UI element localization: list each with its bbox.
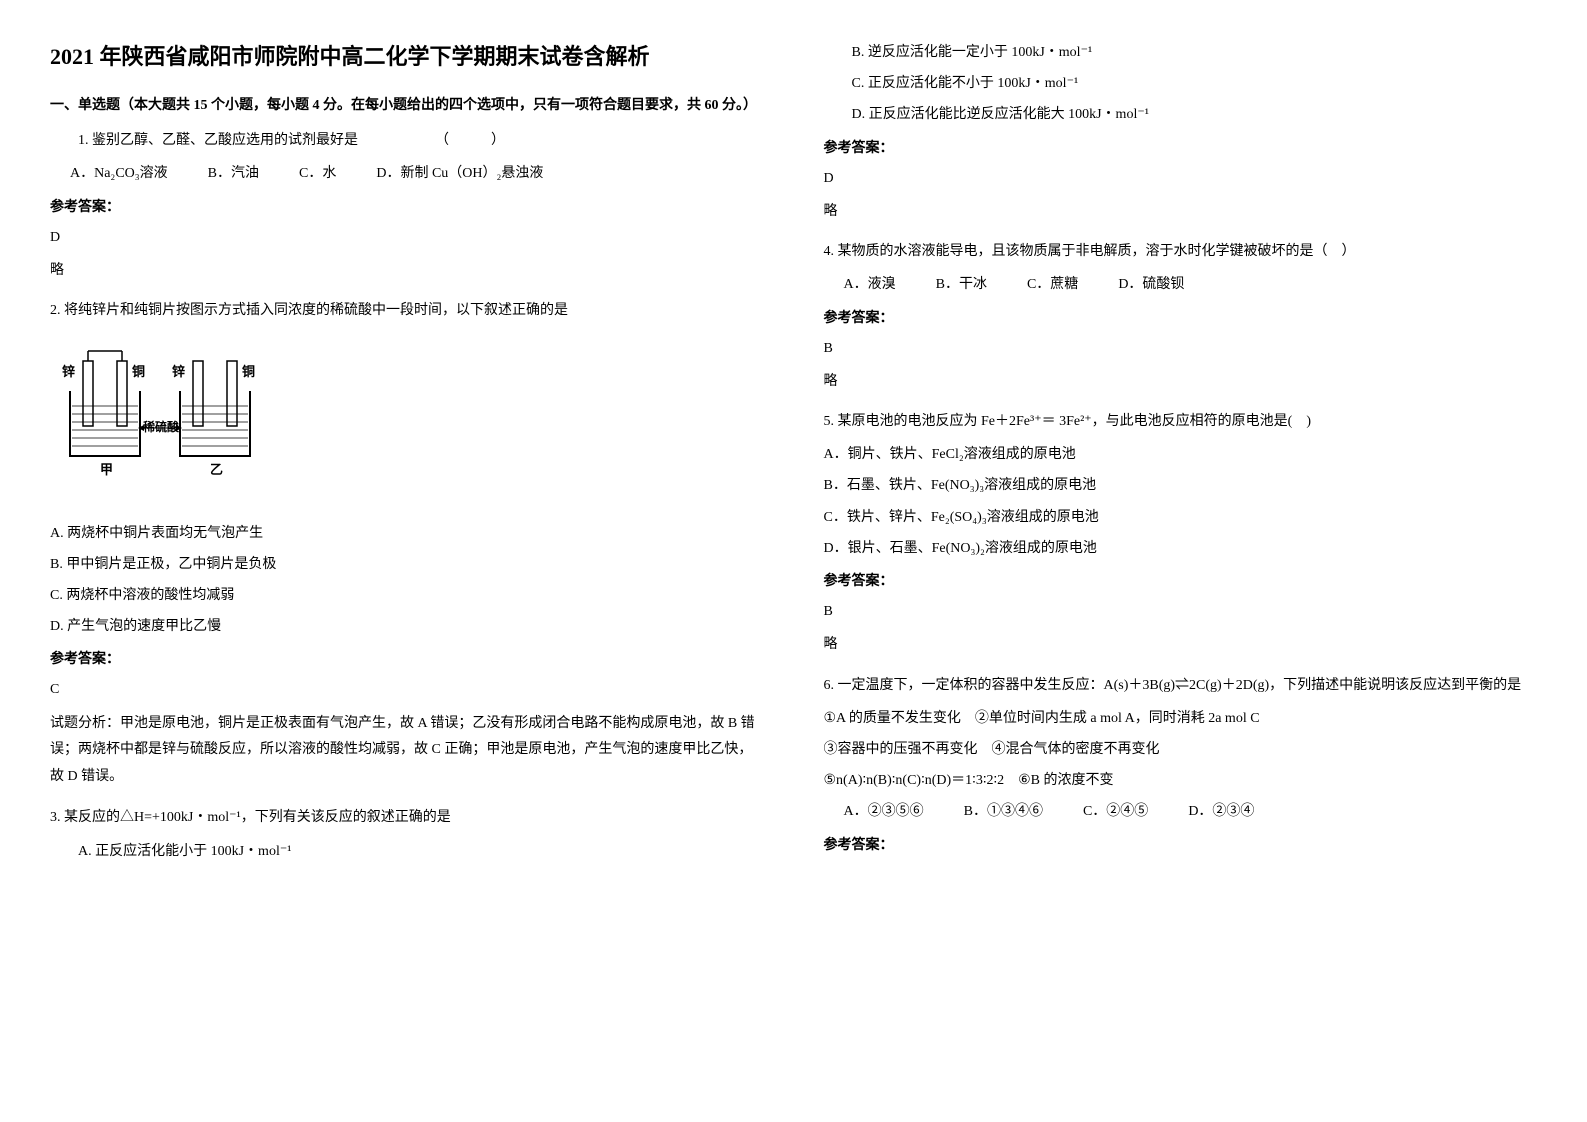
answer-label: 参考答案： (824, 569, 1538, 594)
section-header: 一、单选题（本大题共 15 个小题，每小题 4 分。在每小题给出的四个选项中，只… (50, 93, 764, 118)
question-1: 1. 鉴别乙醇、乙醛、乙酸应选用的试剂最好是 （ ） A．Na₂CO₃溶液 B．… (50, 128, 764, 283)
question-6: 6. 一定温度下，一定体积的容器中发生反应：A(s)＋3B(g)⇌2C(g)＋2… (824, 673, 1538, 858)
options: A．Na₂CO₃溶液 B．汽油 C．水 D．新制 Cu（OH）₂悬浊液 (70, 161, 764, 186)
answer-label: 参考答案： (824, 833, 1538, 858)
option-c: C．②④⑤ (1083, 799, 1148, 824)
option-a: A．铜片、铁片、FeCl₂溶液组成的原电池 (824, 442, 1538, 467)
question-text: 1. 鉴别乙醇、乙醛、乙酸应选用的试剂最好是 （ ） (50, 128, 764, 153)
condition-line-2: ③容器中的压强不再变化 ④混合气体的密度不再变化 (824, 737, 1538, 762)
answer-brief: 略 (824, 632, 1538, 657)
option-c: C．水 (299, 161, 336, 186)
options: A．②③⑤⑥ B．①③④⑥ C．②④⑤ D．②③④ (844, 799, 1538, 824)
answer-label: 参考答案： (824, 306, 1538, 331)
option-a: A. 两烧杯中铜片表面均无气泡产生 (50, 521, 764, 546)
answer-brief: 略 (50, 258, 764, 283)
option-b: B．石墨、铁片、Fe(NO₃)₃溶液组成的原电池 (824, 473, 1538, 498)
label-zn-2: 锌 (172, 364, 185, 379)
answer-value: B (824, 599, 1538, 624)
label-zn: 锌 (62, 364, 75, 379)
option-a: A. 正反应活化能小于 100kJ・mol⁻¹ (50, 839, 764, 864)
label-yi: 乙 (210, 462, 223, 477)
option-d: D．银片、石墨、Fe(NO₃)₂溶液组成的原电池 (824, 536, 1538, 561)
options: A．液溴 B．干冰 C．蔗糖 D．硫酸钡 (844, 272, 1538, 297)
question-text: 6. 一定温度下，一定体积的容器中发生反应：A(s)＋3B(g)⇌2C(g)＋2… (824, 673, 1538, 698)
option-c: C. 正反应活化能不小于 100kJ・mol⁻¹ (824, 71, 1538, 96)
option-c: C．铁片、锌片、Fe₂(SO₄)₃溶液组成的原电池 (824, 505, 1538, 530)
answer-label: 参考答案： (50, 647, 764, 672)
option-d: D. 产生气泡的速度甲比乙慢 (50, 614, 764, 639)
right-column: B. 逆反应活化能一定小于 100kJ・mol⁻¹ C. 正反应活化能不小于 1… (824, 40, 1538, 879)
question-text: 2. 将纯锌片和纯铜片按图示方式插入同浓度的稀硫酸中一段时间，以下叙述正确的是 (50, 298, 764, 323)
diagram-svg: 锌 铜 甲 稀硫酸 (50, 346, 270, 496)
electrolysis-diagram: 锌 铜 甲 稀硫酸 (50, 346, 270, 496)
question-3: 3. 某反应的△H=+100kJ・mol⁻¹，下列有关该反应的叙述正确的是 A.… (50, 805, 764, 863)
analysis-text: 试题分析：甲池是原电池，铜片是正极表面有气泡产生，故 A 错误；乙没有形成闭合电… (50, 711, 764, 791)
exam-title: 2021 年陕西省咸阳市师院附中高二化学下学期期末试卷含解析 (50, 40, 764, 73)
question-5: 5. 某原电池的电池反应为 Fe＋2Fe³⁺＝ 3Fe²⁺，与此电池反应相符的原… (824, 409, 1538, 658)
option-b: B．干冰 (936, 272, 987, 297)
left-column: 2021 年陕西省咸阳市师院附中高二化学下学期期末试卷含解析 一、单选题（本大题… (50, 40, 764, 879)
answer-value: B (824, 336, 1538, 361)
option-b: B．汽油 (208, 161, 259, 186)
option-d: D．硫酸钡 (1118, 272, 1184, 297)
exam-page: 2021 年陕西省咸阳市师院附中高二化学下学期期末试卷含解析 一、单选题（本大题… (50, 40, 1537, 879)
answer-brief: 略 (824, 369, 1538, 394)
option-c: C．蔗糖 (1027, 272, 1078, 297)
option-c: C. 两烧杯中溶液的酸性均减弱 (50, 583, 764, 608)
option-a: A．Na₂CO₃溶液 (70, 161, 168, 186)
question-text: 3. 某反应的△H=+100kJ・mol⁻¹，下列有关该反应的叙述正确的是 (50, 805, 764, 830)
option-a: A．液溴 (844, 272, 896, 297)
question-text: 4. 某物质的水溶液能导电，且该物质属于非电解质，溶于水时化学键被破坏的是（ ） (824, 239, 1538, 264)
label-jia: 甲 (100, 462, 113, 477)
option-d: D．新制 Cu（OH）₂悬浊液 (376, 161, 543, 186)
label-cu-2: 铜 (241, 364, 255, 379)
option-d: D. 正反应活化能比逆反应活化能大 100kJ・mol⁻¹ (824, 102, 1538, 127)
answer-value: C (50, 677, 764, 702)
answer-brief: 略 (824, 199, 1538, 224)
option-d: D．②③④ (1188, 799, 1254, 824)
option-b: B. 逆反应活化能一定小于 100kJ・mol⁻¹ (824, 40, 1538, 65)
question-2: 2. 将纯锌片和纯铜片按图示方式插入同浓度的稀硫酸中一段时间，以下叙述正确的是 (50, 298, 764, 790)
label-acid: 稀硫酸 (143, 419, 180, 434)
question-text: 5. 某原电池的电池反应为 Fe＋2Fe³⁺＝ 3Fe²⁺，与此电池反应相符的原… (824, 409, 1538, 434)
option-b: B．①③④⑥ (964, 799, 1043, 824)
condition-line-1: ①A 的质量不发生变化 ②单位时间内生成 a mol A，同时消耗 2a mol… (824, 706, 1538, 731)
answer-label: 参考答案： (824, 136, 1538, 161)
answer-value: D (50, 225, 764, 250)
question-4: 4. 某物质的水溶液能导电，且该物质属于非电解质，溶于水时化学键被破坏的是（ ）… (824, 239, 1538, 394)
label-cu: 铜 (131, 364, 145, 379)
answer-value: D (824, 166, 1538, 191)
condition-line-3: ⑤n(A)∶n(B)∶n(C)∶n(D)＝1∶3∶2∶2 ⑥B 的浓度不变 (824, 768, 1538, 793)
question-3-cont: B. 逆反应活化能一定小于 100kJ・mol⁻¹ C. 正反应活化能不小于 1… (824, 40, 1538, 224)
option-b: B. 甲中铜片是正极，乙中铜片是负极 (50, 552, 764, 577)
answer-label: 参考答案： (50, 195, 764, 220)
option-a: A．②③⑤⑥ (844, 799, 924, 824)
